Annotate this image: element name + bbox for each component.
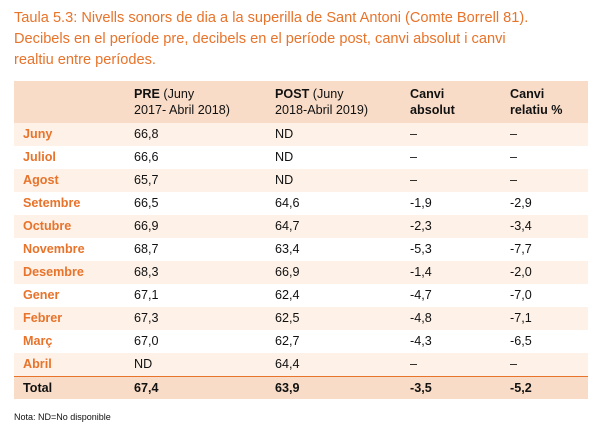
- pre-value: 66,9: [134, 219, 159, 233]
- post-value: 62,5: [275, 311, 300, 325]
- table-row: Octubre 66,9 64,7 -2,3 -3,4: [14, 215, 588, 238]
- month-label: Setembre: [23, 196, 81, 210]
- post-value: 64,6: [275, 196, 300, 210]
- pre-value: 66,6: [134, 150, 159, 164]
- post-value: 66,9: [275, 265, 300, 279]
- relative-change-value: –: [510, 150, 518, 164]
- total-absolute-change: -3,5: [410, 381, 432, 395]
- post-value: ND: [275, 150, 294, 164]
- header-pre: PRE (Juny 2017- Abril 2018): [134, 86, 230, 118]
- post-value: 62,4: [275, 288, 300, 302]
- absolute-change-value: -4,8: [410, 311, 432, 325]
- table-row: Setembre 66,5 64,6 -1,9 -2,9: [14, 192, 588, 215]
- total-pre-value: 67,4: [134, 381, 159, 395]
- caption-line-1: Taula 5.3: Nivells sonors de dia a la su…: [14, 10, 529, 26]
- total-post-value: 63,9: [275, 381, 300, 395]
- header-rel-line2: relatiu %: [510, 103, 563, 117]
- pre-value: 67,0: [134, 334, 159, 348]
- header-post-line2: 2018-Abril 2019): [275, 103, 369, 117]
- relative-change-value: -2,0: [510, 265, 532, 279]
- relative-change-value: –: [510, 127, 518, 141]
- pre-value: 68,7: [134, 242, 159, 256]
- relative-change-value: –: [510, 173, 518, 187]
- pre-value: 66,5: [134, 196, 159, 210]
- header-rel-line1: Canvi: [510, 87, 545, 101]
- header-pre-line2: 2017- Abril 2018): [134, 103, 230, 117]
- header-post-bold: POST: [275, 87, 310, 101]
- month-label: Desembre: [23, 265, 84, 279]
- relative-change-value: –: [510, 357, 518, 371]
- pre-value: 68,3: [134, 265, 159, 279]
- month-label: Juny: [23, 127, 53, 141]
- absolute-change-value: -4,7: [410, 288, 432, 302]
- total-label: Total: [23, 381, 53, 395]
- month-label: Gener: [23, 288, 60, 302]
- table-caption: Taula 5.3: Nivells sonors de dia a la su…: [14, 8, 589, 71]
- table-row: Març 67,0 62,7 -4,3 -6,5: [14, 330, 588, 353]
- table-row: Gener 67,1 62,4 -4,7 -7,0: [14, 284, 588, 307]
- table-row: Abril ND 64,4 – –: [14, 353, 588, 376]
- table-header: PRE (Juny 2017- Abril 2018) POST (Juny 2…: [14, 81, 588, 123]
- pre-value: 65,7: [134, 173, 159, 187]
- header-pre-bold: PRE: [134, 87, 160, 101]
- month-label: Març: [23, 334, 53, 348]
- footnote: Nota: ND=No disponible: [14, 412, 111, 422]
- absolute-change-value: –: [410, 357, 418, 371]
- post-value: ND: [275, 127, 294, 141]
- header-abs-line2: absolut: [410, 103, 455, 117]
- header-abs-line1: Canvi: [410, 87, 445, 101]
- noise-levels-table: PRE (Juny 2017- Abril 2018) POST (Juny 2…: [14, 81, 588, 399]
- post-value: 63,4: [275, 242, 300, 256]
- month-label: Agost: [23, 173, 59, 187]
- post-value: ND: [275, 173, 294, 187]
- header-post-rest: (Juny: [309, 87, 344, 101]
- pre-value: 67,3: [134, 311, 159, 325]
- month-label: Febrer: [23, 311, 63, 325]
- absolute-change-value: –: [410, 127, 418, 141]
- table-row: Juliol 66,6 ND – –: [14, 146, 588, 169]
- table-row: Desembre 68,3 66,9 -1,4 -2,0: [14, 261, 588, 284]
- post-value: 64,7: [275, 219, 300, 233]
- pre-value: 66,8: [134, 127, 159, 141]
- absolute-change-value: -1,4: [410, 265, 432, 279]
- relative-change-value: -7,1: [510, 311, 532, 325]
- total-row: Total 67,4 63,9 -3,5 -5,2: [14, 376, 588, 399]
- absolute-change-value: –: [410, 173, 418, 187]
- month-label: Juliol: [23, 150, 56, 164]
- header-relative-change: Canvi relatiu %: [510, 86, 563, 118]
- header-absolute-change: Canvi absolut: [410, 86, 455, 118]
- absolute-change-value: –: [410, 150, 418, 164]
- month-label: Abril: [23, 357, 52, 371]
- relative-change-value: -7,0: [510, 288, 532, 302]
- post-value: 62,7: [275, 334, 300, 348]
- relative-change-value: -6,5: [510, 334, 532, 348]
- absolute-change-value: -2,3: [410, 219, 432, 233]
- absolute-change-value: -4,3: [410, 334, 432, 348]
- relative-change-value: -7,7: [510, 242, 532, 256]
- pre-value: ND: [134, 357, 153, 371]
- month-label: Novembre: [23, 242, 85, 256]
- post-value: 64,4: [275, 357, 300, 371]
- caption-line-2: Decibels en el període pre, decibels en …: [14, 31, 506, 47]
- table-row: Agost 65,7 ND – –: [14, 169, 588, 192]
- header-post: POST (Juny 2018-Abril 2019): [275, 86, 368, 118]
- relative-change-value: -3,4: [510, 219, 532, 233]
- table-row: Juny 66,8 ND – –: [14, 123, 588, 146]
- header-pre-rest: (Juny: [159, 87, 195, 101]
- absolute-change-value: -1,9: [410, 196, 432, 210]
- month-label: Octubre: [23, 219, 72, 233]
- table-row: Novembre 68,7 63,4 -5,3 -7,7: [14, 238, 588, 261]
- total-relative-change: -5,2: [510, 381, 532, 395]
- absolute-change-value: -5,3: [410, 242, 432, 256]
- relative-change-value: -2,9: [510, 196, 532, 210]
- pre-value: 67,1: [134, 288, 159, 302]
- table-row: Febrer 67,3 62,5 -4,8 -7,1: [14, 307, 588, 330]
- caption-line-3: realtiu entre períodes.: [14, 52, 156, 68]
